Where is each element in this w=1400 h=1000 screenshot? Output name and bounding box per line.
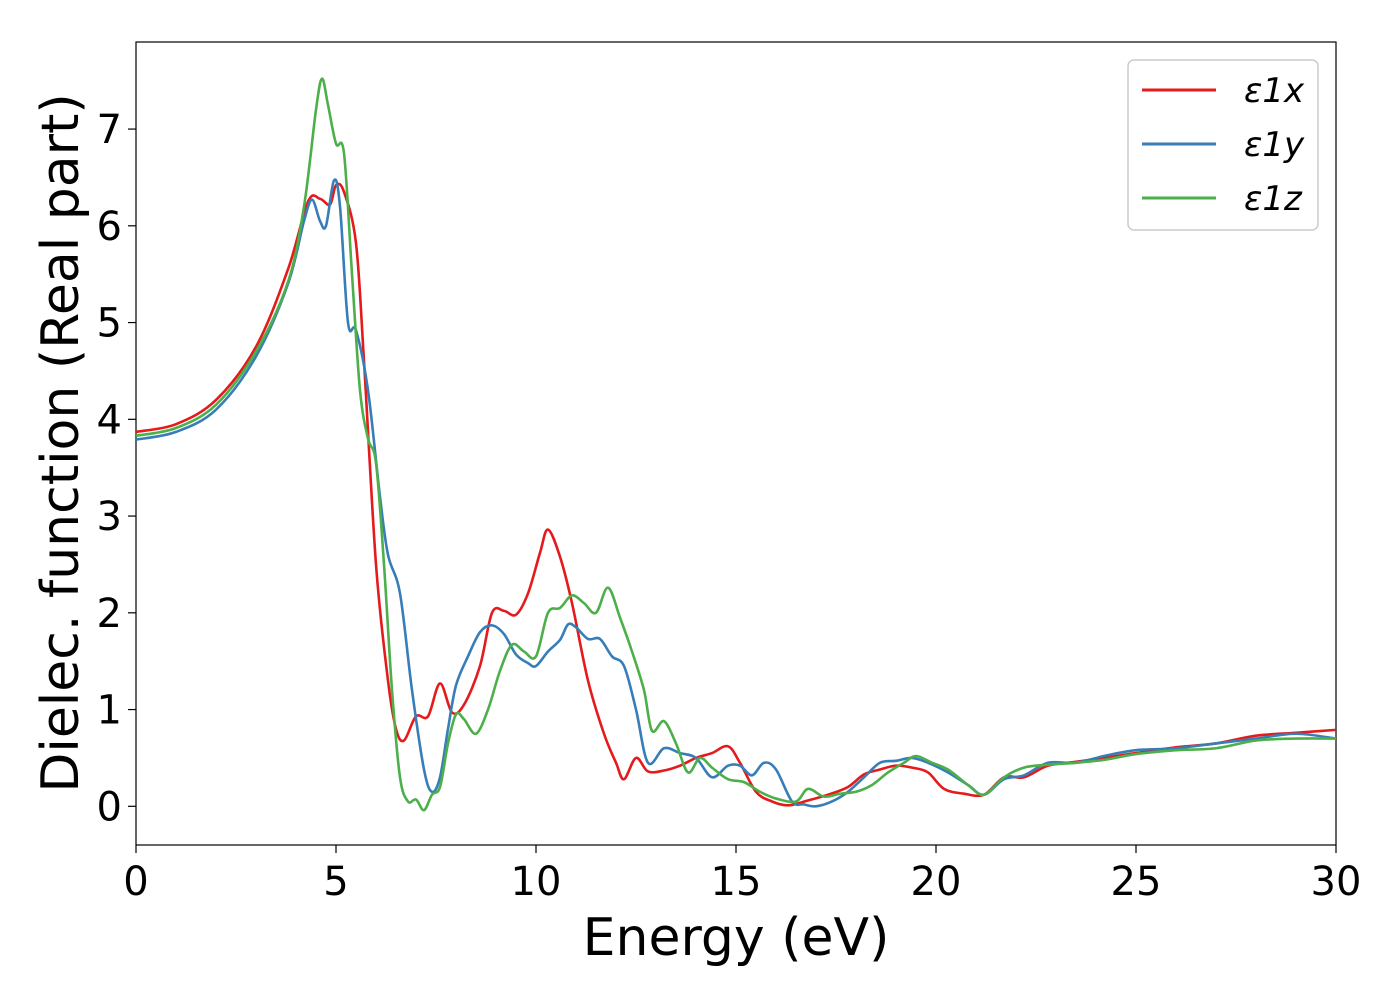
x-tick-label: 15 [711, 859, 762, 905]
legend-label-0: ε1x [1244, 71, 1305, 111]
y-axis-ticks: 0 1 2 3 4 5 6 7 [97, 107, 136, 830]
y-tick-label: 6 [97, 204, 122, 250]
x-axis-label: Energy (eV) [583, 908, 890, 968]
x-tick-label: 10 [511, 859, 562, 905]
y-tick-label: 0 [97, 784, 122, 830]
series-line-2 [135, 77, 1337, 812]
y-tick-label: 7 [97, 107, 122, 153]
x-tick-label: 20 [911, 859, 962, 905]
series-line-0 [135, 182, 1337, 807]
y-tick-label: 3 [97, 494, 122, 540]
y-tick-label: 2 [97, 591, 122, 637]
series-layer [135, 77, 1337, 812]
x-tick-label: 5 [323, 859, 348, 905]
y-tick-label: 1 [97, 688, 122, 734]
x-tick-label: 30 [1311, 859, 1362, 905]
x-tick-label: 25 [1111, 859, 1162, 905]
legend-label-1: ε1y [1244, 125, 1305, 165]
y-tick-label: 5 [97, 301, 122, 347]
legend-box [1127, 59, 1319, 231]
x-axis-ticks: 0 5 10 15 20 25 30 [123, 845, 1361, 905]
y-tick-label: 4 [97, 397, 122, 443]
legend: ε1x ε1y ε1z [1127, 59, 1319, 231]
y-axis-label: Dielec. function (Real part) [31, 93, 91, 792]
x-tick-label: 0 [123, 859, 148, 905]
legend-label-2: ε1z [1244, 179, 1303, 219]
